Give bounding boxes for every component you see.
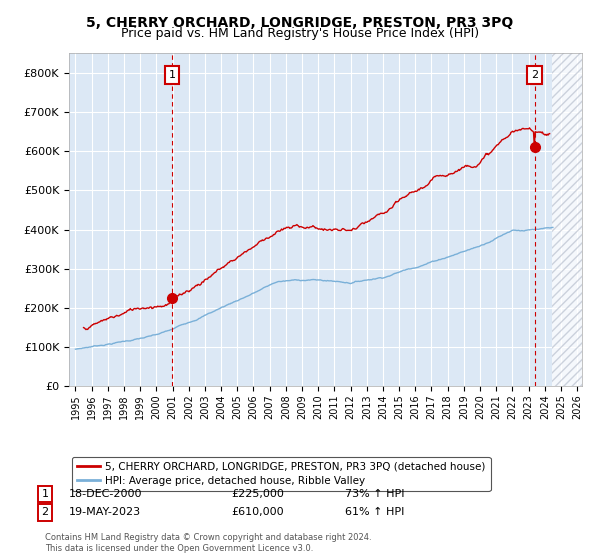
Legend: 5, CHERRY ORCHARD, LONGRIDGE, PRESTON, PR3 3PQ (detached house), HPI: Average pr: 5, CHERRY ORCHARD, LONGRIDGE, PRESTON, P… bbox=[71, 456, 491, 491]
Text: Price paid vs. HM Land Registry's House Price Index (HPI): Price paid vs. HM Land Registry's House … bbox=[121, 27, 479, 40]
Text: £610,000: £610,000 bbox=[231, 507, 284, 517]
Text: 73% ↑ HPI: 73% ↑ HPI bbox=[345, 489, 404, 499]
Text: 1: 1 bbox=[41, 489, 49, 499]
Text: £225,000: £225,000 bbox=[231, 489, 284, 499]
Text: 18-DEC-2000: 18-DEC-2000 bbox=[69, 489, 143, 499]
Bar bbox=[551, 53, 582, 386]
Text: 2: 2 bbox=[531, 70, 538, 80]
Text: 2: 2 bbox=[41, 507, 49, 517]
Text: 61% ↑ HPI: 61% ↑ HPI bbox=[345, 507, 404, 517]
Text: 1: 1 bbox=[169, 70, 175, 80]
Text: Contains HM Land Registry data © Crown copyright and database right 2024.
This d: Contains HM Land Registry data © Crown c… bbox=[45, 533, 371, 553]
Text: 5, CHERRY ORCHARD, LONGRIDGE, PRESTON, PR3 3PQ: 5, CHERRY ORCHARD, LONGRIDGE, PRESTON, P… bbox=[86, 16, 514, 30]
Text: 19-MAY-2023: 19-MAY-2023 bbox=[69, 507, 141, 517]
